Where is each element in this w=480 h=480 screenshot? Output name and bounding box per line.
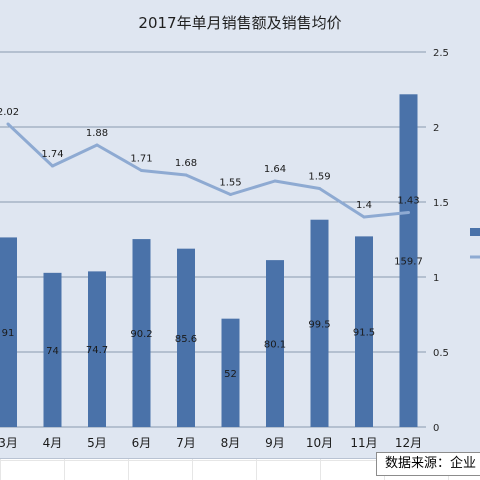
bar <box>0 237 17 427</box>
right-axis-tick-label: 2.5 <box>433 48 449 59</box>
bar <box>266 260 284 427</box>
legend-key-bar <box>470 228 480 236</box>
right-axis-tick-label: 0.5 <box>433 348 449 359</box>
combo-chart: 91 74 74.7 90.2 85.6 52 80.1 99.5 91.5 159.7 2.02 1… <box>0 48 480 450</box>
line-point <box>51 164 54 168</box>
chart-title: 2017年单月销售额及销售均价 <box>138 14 342 32</box>
category-label: 3月 <box>0 436 18 450</box>
right-axis-tick-label: 2 <box>433 123 439 134</box>
line-point <box>184 173 188 177</box>
bar-value-label: 74 <box>46 346 59 357</box>
category-label: 5月 <box>87 436 107 450</box>
bar-value-label: 85.6 <box>175 334 197 345</box>
bar <box>43 272 62 427</box>
category-label: 6月 <box>132 436 152 450</box>
line-value-label: 1.55 <box>219 178 241 189</box>
line-point <box>6 122 10 126</box>
right-axis-tick-label: 1 <box>433 273 439 284</box>
bar-value-label: 80.1 <box>264 340 286 351</box>
bar-value-label: 91.5 <box>353 328 375 339</box>
source-note: 数据来源：企业 <box>376 452 480 476</box>
category-label: 10月 <box>306 436 333 450</box>
line-value-label: 1.59 <box>308 172 330 183</box>
category-label: 9月 <box>265 436 285 450</box>
line-point <box>318 187 321 190</box>
bar <box>310 219 329 427</box>
chart-area[interactable]: 2017年单月销售额及销售均价 91 74 74.7 90.2 85.6 52 80.1 99… <box>0 0 480 459</box>
category-label: 4月 <box>43 436 63 450</box>
bar <box>132 239 151 427</box>
line-series <box>6 122 409 219</box>
line-point <box>140 169 143 172</box>
right-axis-tick-label: 1.5 <box>433 198 449 209</box>
bar <box>221 318 240 427</box>
line-value-label: 1.71 <box>130 154 152 165</box>
line-value-label: 1.68 <box>175 158 197 169</box>
line-value-label: 1.74 <box>41 149 63 160</box>
category-label: 7月 <box>176 436 196 450</box>
line-value-label: 1.88 <box>86 128 108 139</box>
bar <box>88 271 106 427</box>
bar-value-label: 99.5 <box>308 319 330 330</box>
line-point <box>407 211 410 214</box>
right-axis-tick-label: 0 <box>433 423 439 434</box>
line-value-label: 1.43 <box>397 196 419 207</box>
category-label: 12月 <box>395 436 422 450</box>
category-label: 8月 <box>221 436 241 450</box>
line-value-label: 1.4 <box>356 200 372 211</box>
line-point <box>229 193 232 196</box>
line-point <box>273 179 277 183</box>
bar-value-label: 159.7 <box>394 257 423 268</box>
bar <box>399 94 418 428</box>
bar-value-label: 91 <box>2 328 15 339</box>
bar <box>177 248 195 427</box>
bar-value-label: 90.2 <box>130 329 152 340</box>
category-label: 11月 <box>350 436 377 450</box>
bar <box>355 236 373 427</box>
line-value-label: 1.64 <box>264 164 286 175</box>
bar-value-label: 52 <box>224 369 237 380</box>
line-point <box>95 143 99 147</box>
bar-value-label: 74.7 <box>86 345 108 356</box>
line-value-label: 2.02 <box>0 107 19 118</box>
line-point <box>362 215 366 219</box>
